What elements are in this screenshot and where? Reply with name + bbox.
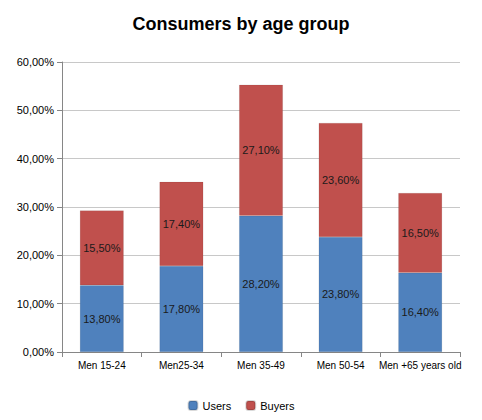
svg-text:Men25-34: Men25-34 [159,360,204,371]
svg-text:Men 15-24: Men 15-24 [78,360,126,371]
svg-text:20,00%: 20,00% [17,249,55,261]
svg-text:16,50%: 16,50% [402,227,440,239]
svg-text:60,00%: 60,00% [17,56,55,68]
svg-text:Men 50-54: Men 50-54 [317,360,365,371]
svg-text:Men +65 years old: Men +65 years old [379,360,462,371]
svg-text:23,80%: 23,80% [322,288,360,300]
svg-text:0,00%: 0,00% [23,346,54,358]
svg-text:23,60%: 23,60% [322,174,360,186]
svg-text:16,40%: 16,40% [402,306,440,318]
svg-text:17,80%: 17,80% [163,303,201,315]
svg-text:Users: Users [203,400,232,412]
svg-text:Buyers: Buyers [260,400,295,412]
svg-text:27,10%: 27,10% [242,144,280,156]
svg-text:40,00%: 40,00% [17,153,55,165]
svg-text:17,40%: 17,40% [163,218,201,230]
svg-text:Men 35-49: Men 35-49 [237,360,285,371]
svg-text:13,80%: 13,80% [83,313,121,325]
svg-text:28,20%: 28,20% [242,278,280,290]
svg-text:10,00%: 10,00% [17,298,55,310]
svg-text:15,50%: 15,50% [83,242,121,254]
svg-text:50,00%: 50,00% [17,104,55,116]
svg-text:30,00%: 30,00% [17,201,55,213]
svg-text:Consumers by age group: Consumers by age group [132,14,349,34]
